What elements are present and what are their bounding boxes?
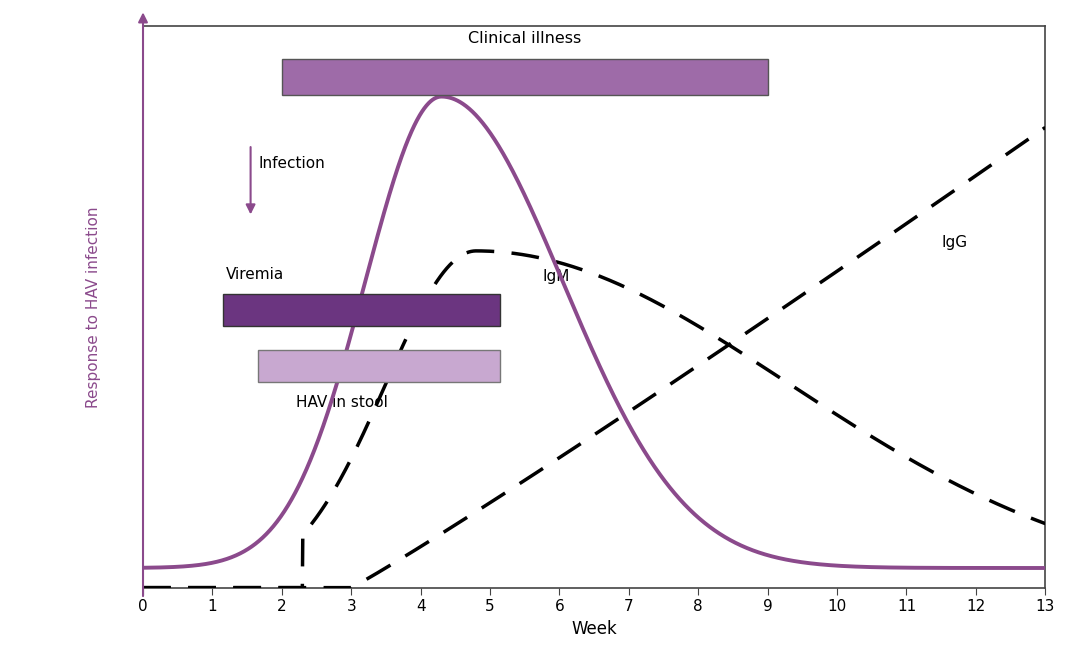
Bar (281, 59, 767, 95)
Text: Clinical illness: Clinical illness (469, 31, 581, 46)
Text: Response to HAV infection: Response to HAV infection (86, 206, 101, 407)
X-axis label: Week: Week (571, 620, 617, 638)
Bar (258, 349, 501, 382)
Text: Infection: Infection (259, 157, 325, 171)
Text: IgG: IgG (942, 235, 967, 250)
Text: IgM: IgM (542, 268, 569, 283)
Text: HAV in stool: HAV in stool (295, 394, 387, 409)
Bar (223, 294, 501, 326)
Text: Viremia: Viremia (226, 267, 285, 282)
Text: ALT: ALT (479, 84, 506, 99)
